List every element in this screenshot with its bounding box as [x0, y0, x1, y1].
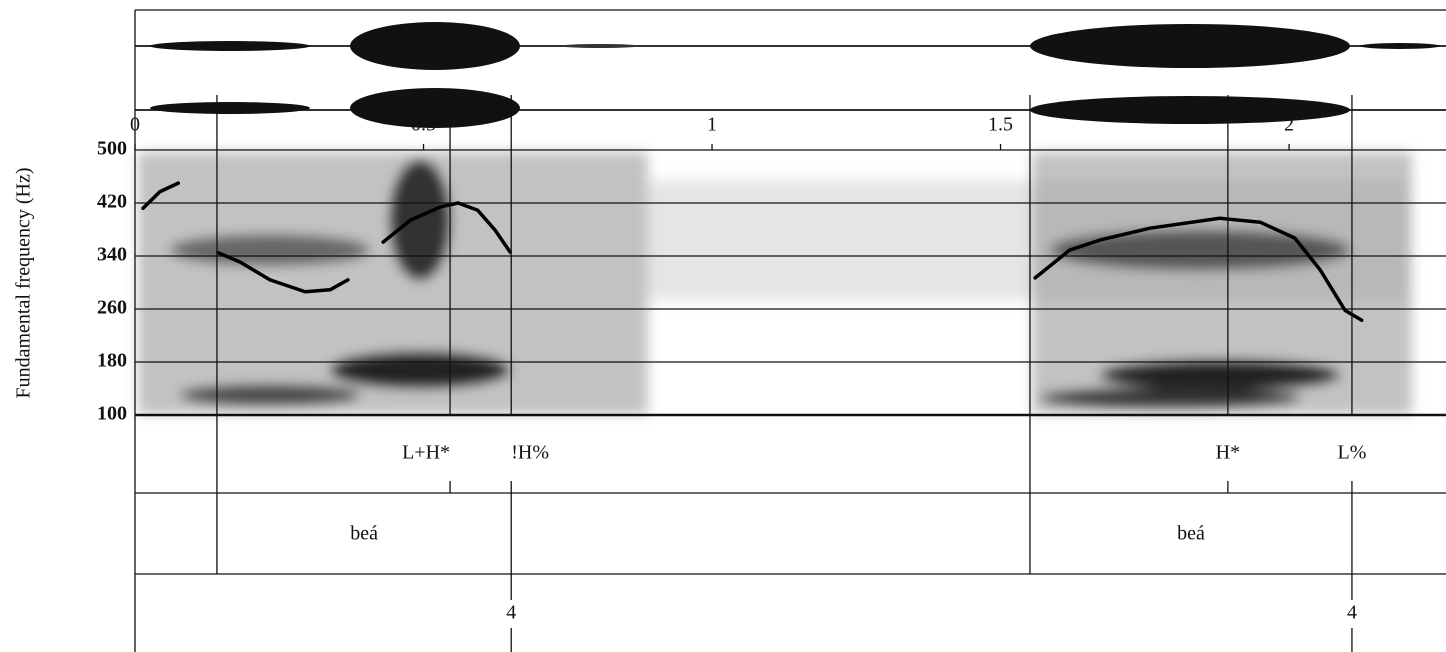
y-axis-label: Fundamental frequency (Hz): [13, 167, 35, 398]
spectrogram: [138, 152, 1412, 414]
y-tick-label: 420: [97, 191, 127, 213]
x-tick-label: 0: [130, 114, 140, 136]
y-tick-label: 500: [97, 138, 127, 160]
x-tick-label: 2: [1284, 114, 1294, 136]
waveform: [135, 22, 1446, 128]
y-tick-label: 260: [97, 297, 127, 319]
word-label: beá: [1177, 523, 1205, 545]
y-tick-label: 100: [97, 403, 127, 425]
tone-label: L+H*: [402, 442, 450, 464]
y-tick-label: 340: [97, 244, 127, 266]
break-label: 4: [1347, 602, 1357, 624]
figure: Fundamental frequency (Hz) 100 180 260 340 4…: [0, 0, 1446, 652]
break-label: 4: [506, 602, 516, 624]
tone-label: !H%: [511, 442, 549, 464]
y-tick-label: 180: [97, 350, 127, 372]
tone-label: H*: [1216, 442, 1240, 464]
tone-label: L%: [1337, 442, 1366, 464]
word-label: beá: [350, 523, 378, 545]
x-tick-label: 1: [707, 114, 717, 136]
x-tick-label: 1.5: [988, 114, 1013, 136]
x-tick-label: 0.5: [411, 114, 436, 136]
